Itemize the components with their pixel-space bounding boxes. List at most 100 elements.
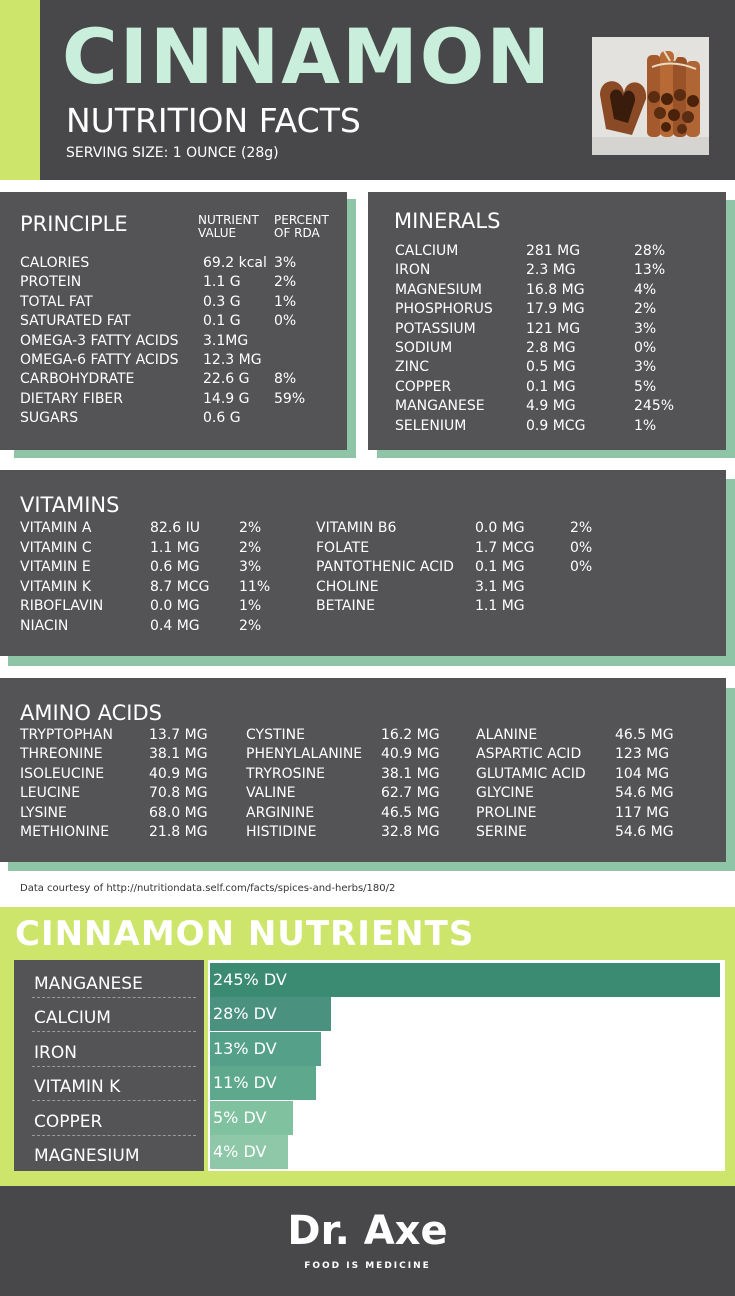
principle-name: CALORIES: [20, 255, 90, 271]
mineral-percent: 28%: [634, 243, 666, 259]
bar-label-divider: [32, 1135, 196, 1136]
header-accent-stripe: [0, 0, 40, 180]
principle-percent: 3%: [274, 255, 297, 271]
footer-banner: [0, 1186, 735, 1296]
bar-label-divider: [32, 1031, 196, 1032]
minerals-heading: MINERALS: [394, 209, 501, 233]
principle-value: 69.2 kcal: [203, 255, 267, 271]
principle-value: 0.1 G: [203, 313, 241, 330]
amino-value: 54.6 MG: [615, 785, 674, 802]
principle-percent: 0%: [274, 313, 297, 330]
vitamin-value: 1.1 MG: [475, 598, 525, 614]
principle-name: DIETARY FIBER: [20, 390, 123, 407]
amino-name: LEUCINE: [20, 785, 81, 802]
bar-label-divider: [32, 1100, 196, 1101]
amino-name: METHIONINE: [20, 824, 110, 840]
principle-value: 0.6 G: [203, 410, 241, 427]
amino-value: 21.8 MG: [149, 824, 208, 840]
bar-value-label: 4% DV: [213, 1142, 267, 1161]
bar: [210, 997, 331, 1031]
mineral-name: SELENIUM: [395, 417, 467, 434]
bar-value-label: 5% DV: [213, 1108, 267, 1127]
mineral-percent: 3%: [634, 359, 657, 376]
amino-name: VALINE: [246, 785, 296, 802]
mineral-value: 121 MG: [526, 320, 581, 337]
amino-value: 40.9 MG: [149, 765, 208, 782]
amino-name: GLYCINE: [476, 785, 534, 802]
vitamin-name: VITAMIN C: [20, 539, 92, 556]
principle-name: CARBOHYDRATE: [20, 371, 135, 388]
amino-value: 123 MG: [615, 746, 670, 763]
page-subtitle: NUTRITION FACTS: [66, 101, 361, 140]
amino-value: 38.1 MG: [381, 765, 440, 782]
mineral-name: COPPER: [395, 378, 452, 395]
percent-rda-header-2: OF RDA: [274, 226, 320, 240]
chart-title: CINNAMON NUTRIENTS: [15, 914, 475, 954]
amino-name: ISOLEUCINE: [20, 765, 105, 782]
vitamin-value: 0.6 MG: [150, 559, 200, 575]
vitamin-value: 0.0 MG: [475, 520, 525, 536]
bar-value-label: 245% DV: [213, 970, 287, 989]
amino-name: ASPARTIC ACID: [476, 746, 582, 763]
principle-value: 1.1 G: [203, 274, 241, 291]
mineral-name: IRON: [395, 262, 431, 279]
mineral-name: MAGNESIUM: [395, 281, 482, 298]
percent-rda-header-1: PERCENT: [274, 213, 329, 227]
amino-value: 46.5 MG: [615, 727, 674, 743]
principle-value: 3.1MG: [203, 332, 249, 349]
vitamin-value: 1.1 MG: [150, 539, 200, 556]
mineral-value: 0.9 MCG: [526, 417, 586, 434]
source-note: Data courtesy of http://nutritiondata.se…: [20, 883, 396, 894]
vitamins-heading: VITAMINS: [20, 493, 120, 517]
vitamin-percent: 2%: [239, 617, 262, 634]
mineral-value: 2.3 MG: [526, 262, 576, 279]
vitamin-name: VITAMIN E: [20, 559, 91, 575]
vitamin-name: NIACIN: [20, 617, 69, 634]
vitamin-value: 0.1 MG: [475, 559, 525, 575]
mineral-percent: 1%: [634, 417, 657, 434]
bar-label: MANGANESE: [34, 974, 143, 994]
amino-value: 62.7 MG: [381, 785, 440, 802]
amino-value: 117 MG: [615, 804, 670, 821]
amino-name: TRYROSINE: [246, 765, 326, 782]
principle-percent: 8%: [274, 371, 297, 388]
minerals-card: [368, 192, 726, 450]
vitamin-percent: 0%: [570, 539, 593, 556]
mineral-value: 4.9 MG: [526, 398, 576, 415]
mineral-percent: 5%: [634, 378, 657, 395]
bar-label-divider: [32, 997, 196, 998]
vitamin-percent: 2%: [570, 520, 593, 536]
bar-value-label: 28% DV: [213, 1004, 277, 1023]
principle-value: 14.9 G: [203, 390, 250, 407]
amino-name: SERINE: [476, 824, 527, 840]
vitamin-value: 8.7 MCG: [150, 578, 210, 595]
vitamin-percent: 2%: [239, 520, 262, 536]
principle-name: SUGARS: [20, 410, 79, 427]
bar: [210, 1066, 316, 1100]
brand-logo: Dr. Axe: [287, 1208, 448, 1254]
principle-percent: 59%: [274, 390, 306, 407]
vitamin-name: FOLATE: [316, 539, 370, 556]
principle-percent: 2%: [274, 274, 297, 291]
principle-name: SATURATED FAT: [20, 313, 131, 330]
bar-label: COPPER: [34, 1112, 103, 1132]
amino-value: 70.8 MG: [149, 785, 208, 802]
mineral-value: 0.1 MG: [526, 378, 576, 395]
mineral-name: POTASSIUM: [395, 320, 476, 337]
mineral-name: PHOSPHORUS: [395, 301, 493, 318]
amino-name: GLUTAMIC ACID: [476, 765, 586, 782]
vitamin-value: 0.4 MG: [150, 617, 200, 634]
amino-value: 38.1 MG: [149, 746, 208, 763]
mineral-name: CALCIUM: [395, 243, 459, 259]
mineral-value: 0.5 MG: [526, 359, 576, 376]
vitamin-value: 3.1 MG: [475, 578, 525, 595]
vitamins-card: [0, 470, 726, 656]
amino-heading: AMINO ACIDS: [20, 701, 162, 725]
amino-value: 68.0 MG: [149, 804, 208, 821]
amino-name: TRYPTOPHAN: [20, 727, 113, 743]
principle-name: TOTAL FAT: [20, 293, 93, 310]
principle-name: OMEGA-6 FATTY ACIDS: [20, 352, 179, 368]
amino-value: 46.5 MG: [381, 804, 440, 821]
vitamin-percent: 0%: [570, 559, 593, 575]
vitamin-value: 1.7 MCG: [475, 539, 535, 556]
